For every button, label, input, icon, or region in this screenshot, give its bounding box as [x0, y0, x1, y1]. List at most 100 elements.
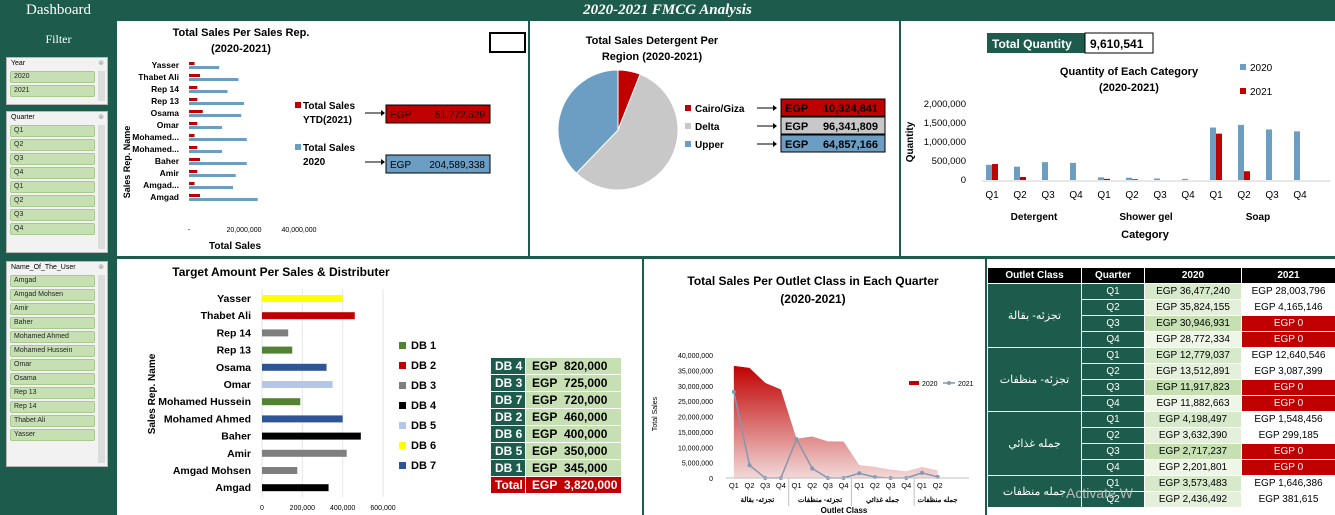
value-2020-cell: EGP 13,512,891 [1144, 363, 1242, 380]
outlet-class-cell: جمله غذائي [987, 411, 1082, 476]
amount-value: 460,000 [564, 410, 608, 424]
y-tick-label: Thabet Ali [138, 72, 179, 82]
quarter-slicer-item[interactable]: Q4 [10, 167, 95, 179]
x-tick-label: Q3 [886, 481, 896, 490]
user-slicer-item[interactable]: Osama [10, 373, 95, 385]
distributor-amount: EGP 345,000 [525, 459, 622, 477]
point-2021 [794, 437, 799, 442]
user-slicer-item[interactable]: Amir [10, 303, 95, 315]
bar-2021 [1020, 176, 1026, 180]
value-2020-cell: EGP 35,824,155 [1144, 299, 1242, 316]
clear-filter-icon[interactable]: ⊗ [98, 114, 104, 121]
x-tick-label: Q2 [1237, 190, 1251, 201]
y-axis-label: Sales Rep. Name [122, 126, 132, 199]
slicer-scrollbar[interactable] [98, 71, 105, 101]
arrow-icon [773, 123, 777, 129]
legend-marker [399, 362, 406, 369]
slicer-scrollbar[interactable] [98, 125, 105, 249]
region-value: 64,857,166 [823, 139, 878, 151]
region-value: 10,324,841 [823, 103, 878, 115]
y-tick-label: Rep 14 [217, 327, 252, 339]
bar-2021 [1132, 179, 1138, 180]
quarter-cell: Q4 [1081, 331, 1145, 348]
bar-2020 [189, 162, 247, 165]
selection-box[interactable] [489, 32, 526, 53]
target-bar [262, 432, 361, 440]
year-slicer-label: Year [11, 60, 26, 67]
user-slicer-item[interactable]: Thabet Ali [10, 415, 95, 427]
legend-label: DB 1 [411, 340, 436, 352]
user-slicer-item[interactable]: Mohamed Ahmed [10, 331, 95, 343]
quarter-slicer-item[interactable]: Q3 [10, 209, 95, 221]
user-slicer[interactable]: Name_Of_The_User ⊗ Amgad Amgad Mohsen Amir B… [6, 261, 108, 467]
chart-subtitle: (2020-2021) [211, 43, 271, 55]
value-2020-cell: EGP 2,201,801 [1144, 459, 1242, 476]
bar-2020 [1070, 162, 1076, 180]
kpi-2020-value: 204,589,338 [429, 160, 485, 171]
point-2021 [731, 389, 736, 394]
currency: EGP [532, 478, 558, 492]
amount-value: 400,000 [564, 427, 608, 441]
user-slicer-item[interactable]: Omar [10, 359, 95, 371]
quarter-slicer-item[interactable]: Q3 [10, 153, 95, 165]
clear-filter-icon[interactable]: ⊗ [98, 60, 104, 67]
legend-2020-label-1: Total Sales [303, 143, 355, 154]
quarter-slicer-item[interactable]: Q2 [10, 139, 95, 151]
value-2021-cell: EGP 0 [1241, 379, 1335, 396]
y-tick-label: 40,000,000 [678, 353, 713, 360]
y-tick-label: Mohamed Hussein [158, 396, 251, 408]
outlet-class-table: Outlet Class Quarter 2020 2021 تجزئه- بقالة Q… [987, 267, 1335, 515]
x-tick-label: 40,000,000 [281, 227, 316, 234]
bar-2021 [189, 62, 195, 65]
year-slicer[interactable]: Year ⊗ 2020 2021 [6, 57, 108, 105]
quarter-slicer-item[interactable]: Q2 [10, 195, 95, 207]
year-slicer-item[interactable]: 2020 [10, 71, 95, 83]
x-axis-label: Outlet Class [821, 506, 868, 515]
x-tick-label: Q1 [1097, 190, 1111, 201]
user-slicer-item[interactable]: Amgad Mohsen [10, 289, 95, 301]
user-slicer-item[interactable]: Rep 13 [10, 387, 95, 399]
legend-label: Upper [695, 140, 724, 151]
x-tick-label: Q3 [1153, 190, 1167, 201]
bar-2020 [189, 174, 236, 177]
user-slicer-item[interactable]: Amgad [10, 275, 95, 287]
quarter-slicer-item[interactable]: Q1 [10, 125, 95, 137]
user-slicer-item[interactable]: Baher [10, 317, 95, 329]
clear-filter-icon[interactable]: ⊗ [98, 264, 104, 271]
value-2020-cell: EGP 4,198,497 [1144, 411, 1242, 428]
bar-2020 [1238, 124, 1244, 180]
category-label: Detergent [1011, 212, 1058, 223]
user-slicer-item[interactable]: Yasser [10, 429, 95, 441]
bar-2020 [1042, 162, 1048, 180]
legend-label: DB 2 [411, 360, 436, 372]
quarter-slicer[interactable]: Quarter ⊗ Q1 Q2 Q3 Q4 Q1 Q2 Q3 Q4 [6, 111, 108, 253]
year-slicer-item[interactable]: 2021 [10, 85, 95, 97]
distributor-name: DB 4 [490, 357, 526, 375]
legend-ytd-label-2: YTD(2021) [303, 115, 352, 126]
user-slicer-item[interactable]: Rep 14 [10, 401, 95, 413]
arrow-icon [381, 110, 385, 116]
user-slicer-item[interactable]: Mohamed Hussein [10, 345, 95, 357]
x-tick-label: Q1 [854, 481, 864, 490]
x-tick-label: Q4 [1293, 190, 1307, 201]
quarter-slicer-item[interactable]: Q4 [10, 223, 95, 235]
value-2021-cell: EGP 381,615 [1241, 491, 1335, 508]
dashboard-label[interactable]: Dashboard [26, 2, 91, 18]
arrow-icon [773, 105, 777, 111]
distributor-amount: EGP 720,000 [525, 391, 622, 409]
y-tick-label: 0 [961, 175, 966, 186]
quantity-category-chart: Total Quantity 9,610,541 Quantity of Eac… [905, 32, 1330, 241]
quarter-slicer-item[interactable]: Q1 [10, 181, 95, 193]
bar-2021 [1104, 178, 1110, 180]
slicer-scrollbar[interactable] [98, 275, 105, 463]
quarter-cell: Q1 [1081, 283, 1145, 300]
legend-marker [909, 381, 919, 385]
x-axis-label: Category [1121, 229, 1170, 241]
y-tick-label: 5,000,000 [682, 461, 713, 468]
legend-2020-label-2: 2020 [303, 157, 326, 168]
bar-2020 [189, 66, 220, 69]
outlet-class-cell: تجزئه- بقالة [987, 283, 1082, 348]
x-tick-label: Q2 [870, 481, 880, 490]
legend-marker [399, 402, 406, 409]
distributor-amount: EGP 3,820,000 [525, 476, 622, 494]
